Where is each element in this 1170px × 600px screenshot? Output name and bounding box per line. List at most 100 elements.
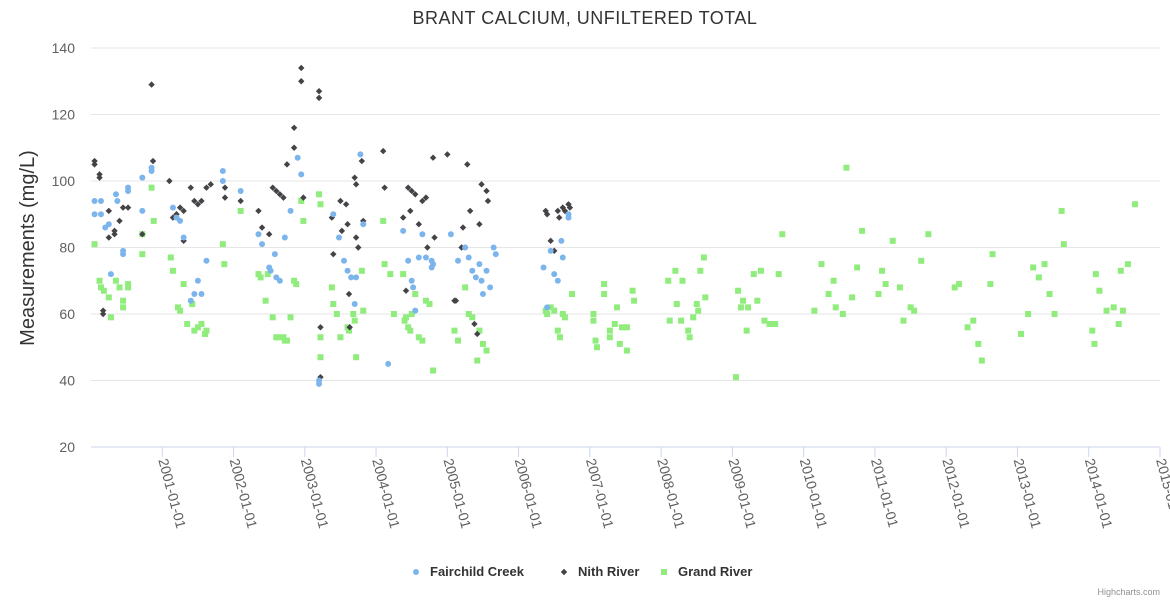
- data-point[interactable]: [478, 181, 485, 188]
- data-point[interactable]: [139, 251, 146, 258]
- data-point[interactable]: [849, 294, 856, 301]
- data-point[interactable]: [1025, 311, 1032, 317]
- data-point[interactable]: [283, 161, 291, 168]
- data-point[interactable]: [732, 374, 739, 381]
- data-point[interactable]: [91, 211, 98, 218]
- data-point[interactable]: [203, 327, 210, 334]
- data-point[interactable]: [678, 317, 685, 324]
- data-point[interactable]: [665, 277, 672, 284]
- legend-item-nith-river[interactable]: Nith River: [560, 564, 640, 579]
- data-point[interactable]: [99, 310, 107, 318]
- data-point[interactable]: [419, 231, 426, 238]
- legend-label[interactable]: Grand River: [678, 564, 752, 579]
- data-point[interactable]: [455, 337, 462, 344]
- legend-item-grand-river[interactable]: Grand River: [661, 564, 752, 579]
- data-point[interactable]: [337, 334, 344, 341]
- data-point[interactable]: [166, 177, 173, 185]
- data-point[interactable]: [100, 287, 107, 294]
- data-point[interactable]: [989, 251, 996, 258]
- data-point[interactable]: [330, 301, 337, 308]
- data-point[interactable]: [112, 191, 119, 198]
- data-point[interactable]: [111, 231, 118, 238]
- data-point[interactable]: [237, 187, 244, 194]
- data-point[interactable]: [180, 234, 187, 241]
- legend-symbol[interactable]: [413, 569, 419, 575]
- data-point[interactable]: [623, 347, 630, 354]
- credits[interactable]: Highcharts.com: [1097, 587, 1160, 597]
- data-point[interactable]: [276, 277, 283, 284]
- legend-symbol[interactable]: [661, 569, 667, 575]
- data-point[interactable]: [601, 281, 608, 288]
- data-point[interactable]: [91, 161, 98, 168]
- data-point[interactable]: [672, 267, 679, 274]
- data-point[interactable]: [221, 194, 229, 201]
- data-point[interactable]: [180, 281, 187, 288]
- data-point[interactable]: [492, 251, 499, 258]
- data-point[interactable]: [203, 257, 210, 264]
- data-point[interactable]: [452, 297, 460, 304]
- data-point[interactable]: [255, 271, 262, 278]
- data-point[interactable]: [351, 317, 358, 324]
- data-point[interactable]: [631, 297, 638, 304]
- data-point[interactable]: [187, 184, 194, 191]
- data-point[interactable]: [317, 324, 324, 331]
- data-point[interactable]: [287, 207, 294, 214]
- data-point[interactable]: [219, 241, 226, 248]
- data-point[interactable]: [843, 164, 850, 171]
- data-point[interactable]: [471, 320, 478, 328]
- data-point[interactable]: [300, 194, 307, 201]
- data-point[interactable]: [606, 334, 613, 341]
- data-point[interactable]: [554, 207, 561, 215]
- data-point[interactable]: [629, 287, 636, 294]
- data-point[interactable]: [462, 244, 469, 251]
- data-point[interactable]: [613, 304, 620, 311]
- data-point[interactable]: [422, 297, 429, 304]
- data-point[interactable]: [189, 301, 196, 308]
- data-point[interactable]: [818, 261, 825, 268]
- data-point[interactable]: [875, 291, 882, 298]
- data-point[interactable]: [854, 264, 861, 271]
- data-point[interactable]: [422, 254, 429, 261]
- data-point[interactable]: [219, 178, 226, 184]
- data-point[interactable]: [415, 254, 422, 261]
- data-point[interactable]: [402, 287, 410, 294]
- data-point[interactable]: [290, 144, 298, 151]
- data-point[interactable]: [269, 314, 276, 321]
- data-point[interactable]: [293, 281, 300, 288]
- data-point[interactable]: [740, 297, 747, 304]
- data-point[interactable]: [551, 247, 558, 255]
- data-point[interactable]: [547, 237, 554, 245]
- data-point[interactable]: [316, 191, 323, 198]
- data-point[interactable]: [379, 147, 387, 155]
- data-point[interactable]: [91, 241, 98, 248]
- data-point[interactable]: [616, 340, 623, 347]
- legend-symbol[interactable]: [560, 568, 568, 576]
- data-point[interactable]: [743, 327, 750, 334]
- data-point[interactable]: [761, 317, 768, 324]
- data-point[interactable]: [360, 221, 367, 228]
- data-point[interactable]: [559, 204, 566, 211]
- data-point[interactable]: [543, 211, 551, 218]
- data-point[interactable]: [925, 231, 932, 238]
- data-point[interactable]: [269, 184, 276, 191]
- data-point[interactable]: [1089, 327, 1096, 334]
- data-point[interactable]: [274, 334, 281, 341]
- data-point[interactable]: [559, 254, 566, 261]
- data-point[interactable]: [116, 217, 123, 225]
- data-point[interactable]: [408, 311, 415, 317]
- data-point[interactable]: [779, 231, 786, 238]
- data-point[interactable]: [483, 347, 490, 354]
- data-point[interactable]: [255, 231, 262, 238]
- data-point[interactable]: [1041, 261, 1048, 268]
- data-point[interactable]: [487, 284, 494, 291]
- data-point[interactable]: [139, 207, 146, 214]
- data-point[interactable]: [221, 184, 229, 191]
- data-point[interactable]: [679, 277, 686, 284]
- data-point[interactable]: [280, 334, 287, 341]
- data-point[interactable]: [975, 340, 982, 347]
- data-point[interactable]: [1092, 271, 1099, 278]
- data-point[interactable]: [1124, 261, 1131, 268]
- data-point[interactable]: [565, 211, 572, 218]
- data-point[interactable]: [700, 254, 707, 261]
- data-point[interactable]: [317, 354, 324, 361]
